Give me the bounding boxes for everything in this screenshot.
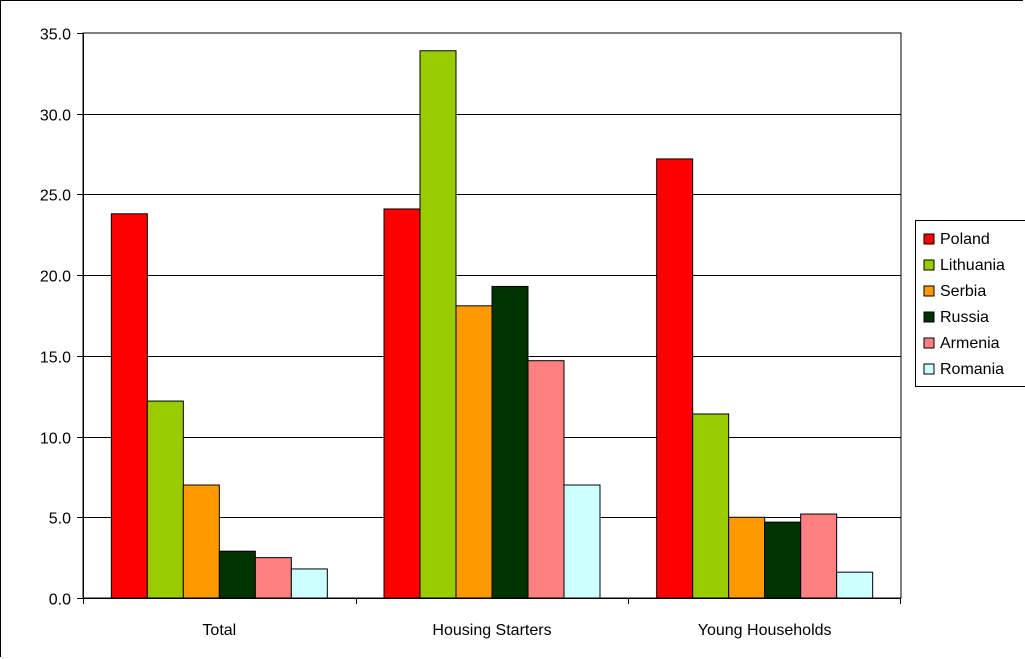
bar-romania-total — [290, 568, 328, 599]
legend-label-russia: Russia — [940, 309, 989, 326]
bar-armenia-total — [254, 557, 292, 599]
legend: Poland Lithuania Serbia Russia Armenia Romani… — [915, 220, 1025, 387]
y-tick-label: 0.0 — [49, 592, 71, 609]
x-tick-label: Total — [202, 622, 236, 639]
bar-serbia-total — [182, 484, 220, 599]
y-tick-label: 30.0 — [40, 108, 71, 125]
legend-label-lithuania: Lithuania — [940, 257, 1005, 274]
bar-romania-young-households — [836, 571, 874, 599]
y-tick-label: 20.0 — [40, 269, 71, 286]
bar-russia-housing-starters — [491, 285, 529, 599]
bar-armenia-young-households — [800, 513, 838, 599]
x-tick-label: Young Households — [698, 622, 832, 639]
legend-box — [915, 220, 1025, 387]
x-tick-labels: Total Housing Starters Young Households — [202, 622, 831, 639]
legend-label-armenia: Armenia — [940, 335, 1000, 352]
bar-russia-young-households — [764, 521, 802, 599]
bars — [110, 50, 874, 599]
bar-lithuania-housing-starters — [419, 50, 457, 599]
legend-swatch-russia — [923, 311, 935, 323]
y-tick-label: 35.0 — [40, 27, 71, 44]
legend-swatch-serbia — [923, 285, 935, 297]
bar-serbia-young-households — [728, 516, 766, 599]
legend-label-romania: Romania — [940, 361, 1004, 378]
bar-romania-housing-starters — [563, 484, 601, 599]
axes — [77, 33, 901, 604]
y-tick-labels: 0.0 5.0 10.0 15.0 20.0 25.0 30.0 35.0 — [40, 27, 71, 609]
bar-lithuania-young-households — [692, 413, 730, 599]
legend-swatch-lithuania — [923, 259, 935, 271]
bar-poland-housing-starters — [383, 208, 421, 599]
legend-label-poland: Poland — [940, 231, 990, 248]
legend-swatch-armenia — [923, 337, 935, 349]
legend-swatch-poland — [923, 233, 935, 245]
bar-armenia-housing-starters — [527, 360, 565, 599]
x-tick-label: Housing Starters — [432, 622, 551, 639]
bar-russia-total — [218, 550, 256, 599]
legend-label-serbia: Serbia — [940, 283, 986, 300]
y-tick-label: 25.0 — [40, 188, 71, 205]
y-tick-label: 10.0 — [40, 431, 71, 448]
y-tick-label: 5.0 — [49, 511, 71, 528]
legend-swatch-romania — [923, 363, 935, 375]
bar-poland-young-households — [656, 158, 694, 599]
bar-lithuania-total — [146, 400, 184, 599]
bar-poland-total — [110, 213, 148, 599]
bar-serbia-housing-starters — [455, 305, 493, 599]
y-tick-label: 15.0 — [40, 350, 71, 367]
